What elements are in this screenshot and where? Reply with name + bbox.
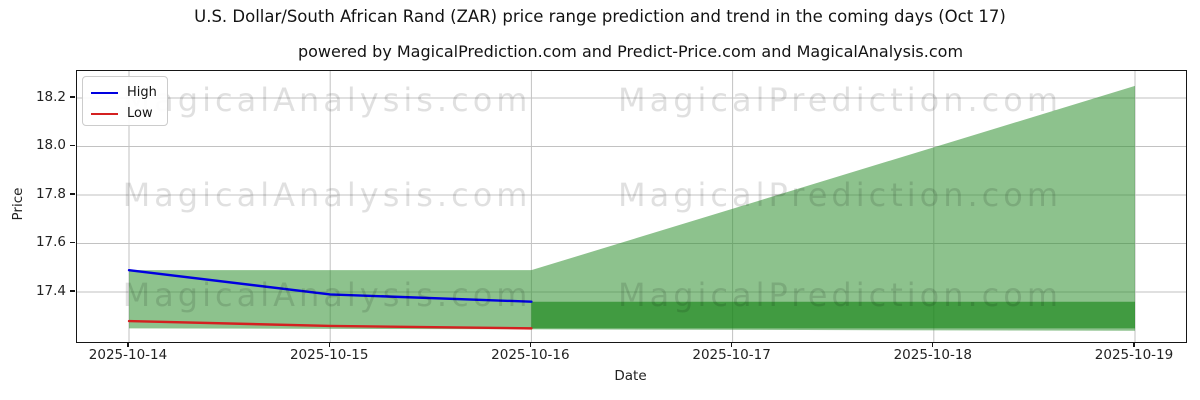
legend: High Low — [82, 76, 168, 126]
legend-item-low: Low — [91, 103, 167, 124]
high-line — [127, 268, 533, 303]
y-tick-label: 17.4 — [35, 282, 66, 299]
y-tick-mark — [70, 241, 75, 244]
y-tick-label: 17.8 — [35, 185, 66, 202]
forecast-range-outer-band — [129, 85, 1135, 331]
chart-canvas — [77, 71, 1186, 342]
x-tick-mark — [529, 342, 532, 347]
x-tick-label: 2025-10-19 — [1094, 347, 1174, 363]
legend-label-low: Low — [127, 106, 153, 121]
high-line-swatch — [91, 91, 118, 94]
forecast-range-inner-band — [531, 301, 1135, 329]
x-tick-label: 2025-10-15 — [289, 347, 369, 363]
legend-label-high: High — [127, 85, 157, 100]
y-tick-mark — [70, 290, 75, 292]
y-tick-mark — [70, 193, 75, 195]
x-tick-label: 2025-10-17 — [692, 347, 771, 363]
x-tick-label: 2025-10-16 — [491, 347, 570, 363]
x-axis-label: Date — [614, 368, 647, 384]
x-tick-mark — [730, 342, 733, 347]
x-tick-mark — [328, 342, 330, 347]
x-tick-mark — [1133, 342, 1135, 347]
x-tick-mark — [932, 342, 934, 347]
low-line — [127, 319, 533, 330]
y-tick-label: 17.6 — [35, 234, 66, 250]
low-line-swatch — [91, 112, 118, 115]
y-tick-label: 18.2 — [35, 88, 66, 105]
legend-item-high: High — [91, 82, 167, 103]
y-tick-mark — [70, 144, 75, 147]
x-tick-mark — [127, 342, 129, 347]
chart-title: U.S. Dollar/South African Rand (ZAR) pri… — [194, 7, 1006, 26]
plot-area — [76, 70, 1187, 343]
y-tick-label: 18.0 — [35, 137, 66, 153]
x-tick-label: 2025-10-14 — [88, 347, 168, 363]
x-tick-label: 2025-10-18 — [893, 347, 973, 363]
y-tick-mark — [70, 96, 75, 98]
chart-subtitle: powered by MagicalPrediction.com and Pre… — [297, 42, 964, 61]
